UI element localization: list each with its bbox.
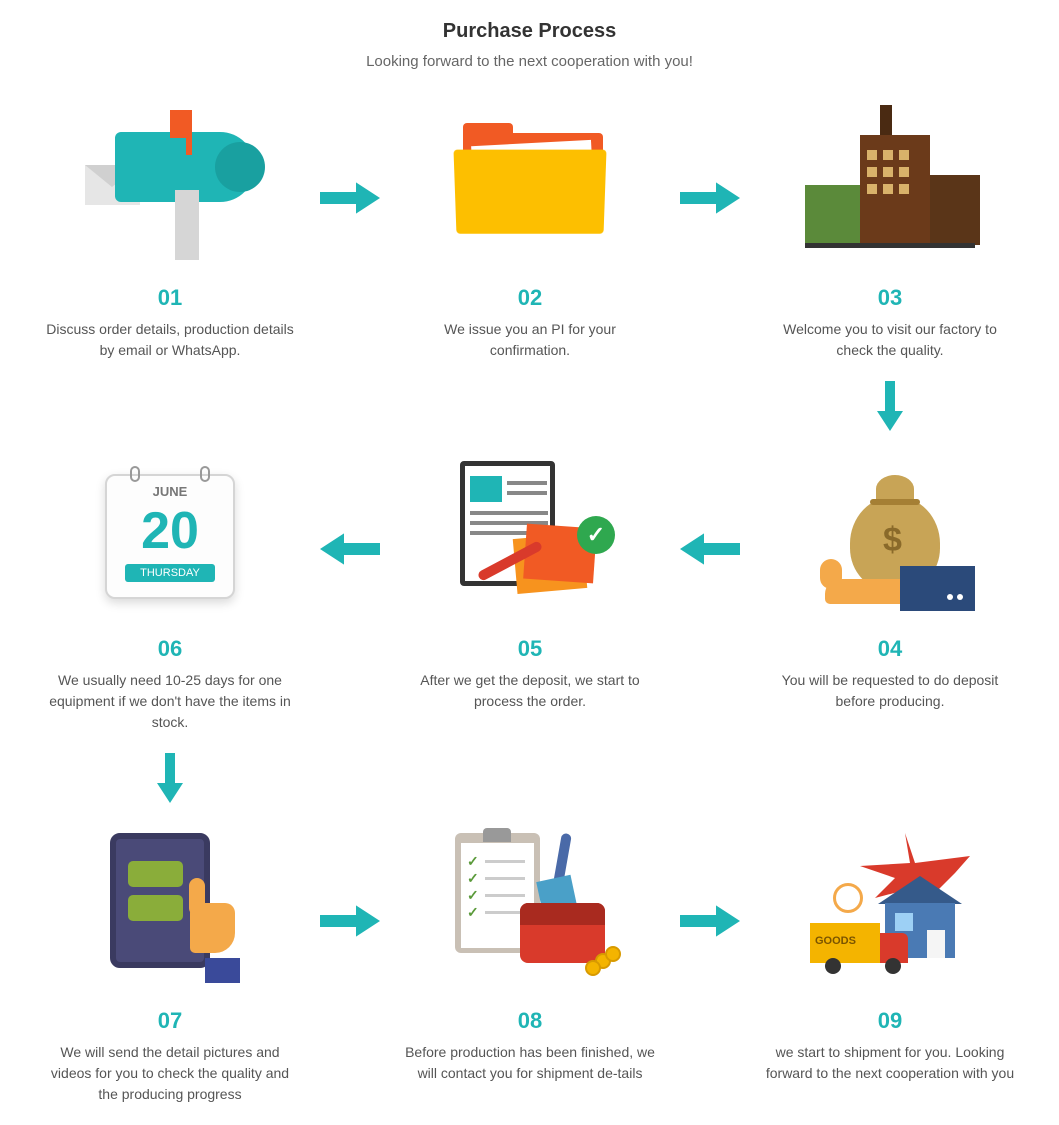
header: Purchase Process Looking forward to the … (40, 20, 1019, 70)
folder-icon (445, 110, 615, 260)
step-num: 07 (40, 1008, 300, 1034)
step-desc: We usually need 10-25 days for one equip… (40, 670, 300, 733)
calendar-icon: JUNE 20 THURSDAY (85, 461, 255, 611)
step-desc: After we get the deposit, we start to pr… (400, 670, 660, 712)
arrow-right-icon (320, 110, 380, 216)
step-desc: we start to shipment for you. Looking fo… (760, 1042, 1020, 1084)
step-num: 01 (40, 285, 300, 311)
step-03: 03 Welcome you to visit our factory to c… (760, 110, 1020, 361)
arrow-down-icon (155, 753, 185, 803)
calendar-day: 20 (105, 501, 235, 561)
step-num: 05 (400, 636, 660, 662)
step-06: JUNE 20 THURSDAY 06 We usually need 10-2… (40, 461, 300, 733)
step-desc: We issue you an PI for your confirmation… (400, 319, 660, 361)
tablet-touch-icon (85, 833, 255, 983)
mailbox-icon (85, 110, 255, 260)
shipment-icon: GOODS (805, 833, 975, 983)
step-02: 02 We issue you an PI for your confirmat… (400, 110, 660, 361)
truck-label: GOODS (815, 935, 856, 947)
step-desc: Before production has been finished, we … (400, 1042, 660, 1084)
arrow-right-icon (320, 833, 380, 939)
calendar-month: JUNE (105, 484, 235, 499)
step-num: 03 (760, 285, 1020, 311)
step-01: 01 Discuss order details, production det… (40, 110, 300, 361)
document-sign-icon: ✓ (445, 461, 615, 611)
step-num: 04 (760, 636, 1020, 662)
step-num: 09 (760, 1008, 1020, 1034)
purchase-process-infographic: Purchase Process Looking forward to the … (0, 0, 1059, 1125)
step-05: ✓ 05 After we get the deposit, we start … (400, 461, 660, 712)
arrow-down-icon (875, 381, 905, 431)
step-num: 02 (400, 285, 660, 311)
checklist-wallet-icon: ✓ ✓ ✓ ✓ (445, 833, 615, 983)
row-connector-1 (40, 361, 1020, 421)
step-desc: We will send the detail pictures and vid… (40, 1042, 300, 1105)
row-connector-2 (40, 733, 1020, 793)
arrow-right-icon (680, 833, 740, 939)
step-desc: Discuss order details, production detail… (40, 319, 300, 361)
step-desc: Welcome you to visit our factory to chec… (760, 319, 1020, 361)
arrow-left-icon (680, 461, 740, 567)
row-2: JUNE 20 THURSDAY 06 We usually need 10-2… (40, 461, 1020, 733)
step-09: GOODS 09 we start to shipment for you. L… (760, 833, 1020, 1084)
calendar-dow: THURSDAY (125, 564, 215, 582)
dollar-symbol: $ (883, 521, 902, 560)
row-1: 01 Discuss order details, production det… (40, 110, 1020, 361)
page-subtitle: Looking forward to the next cooperation … (40, 53, 1019, 70)
arrow-right-icon (680, 110, 740, 216)
step-04: $ 04 You will be requested to do deposit… (760, 461, 1020, 712)
factory-icon (805, 110, 975, 260)
step-07: 07 We will send the detail pictures and … (40, 833, 300, 1105)
step-desc: You will be requested to do deposit befo… (760, 670, 1020, 712)
step-08: ✓ ✓ ✓ ✓ 08 Before production has been fi… (400, 833, 660, 1084)
arrow-left-icon (320, 461, 380, 567)
step-num: 08 (400, 1008, 660, 1034)
checkmark-icon: ✓ (577, 516, 615, 554)
row-3: 07 We will send the detail pictures and … (40, 833, 1020, 1105)
step-num: 06 (40, 636, 300, 662)
page-title: Purchase Process (40, 20, 1019, 43)
process-grid: 01 Discuss order details, production det… (40, 110, 1020, 1105)
money-bag-icon: $ (805, 461, 975, 611)
